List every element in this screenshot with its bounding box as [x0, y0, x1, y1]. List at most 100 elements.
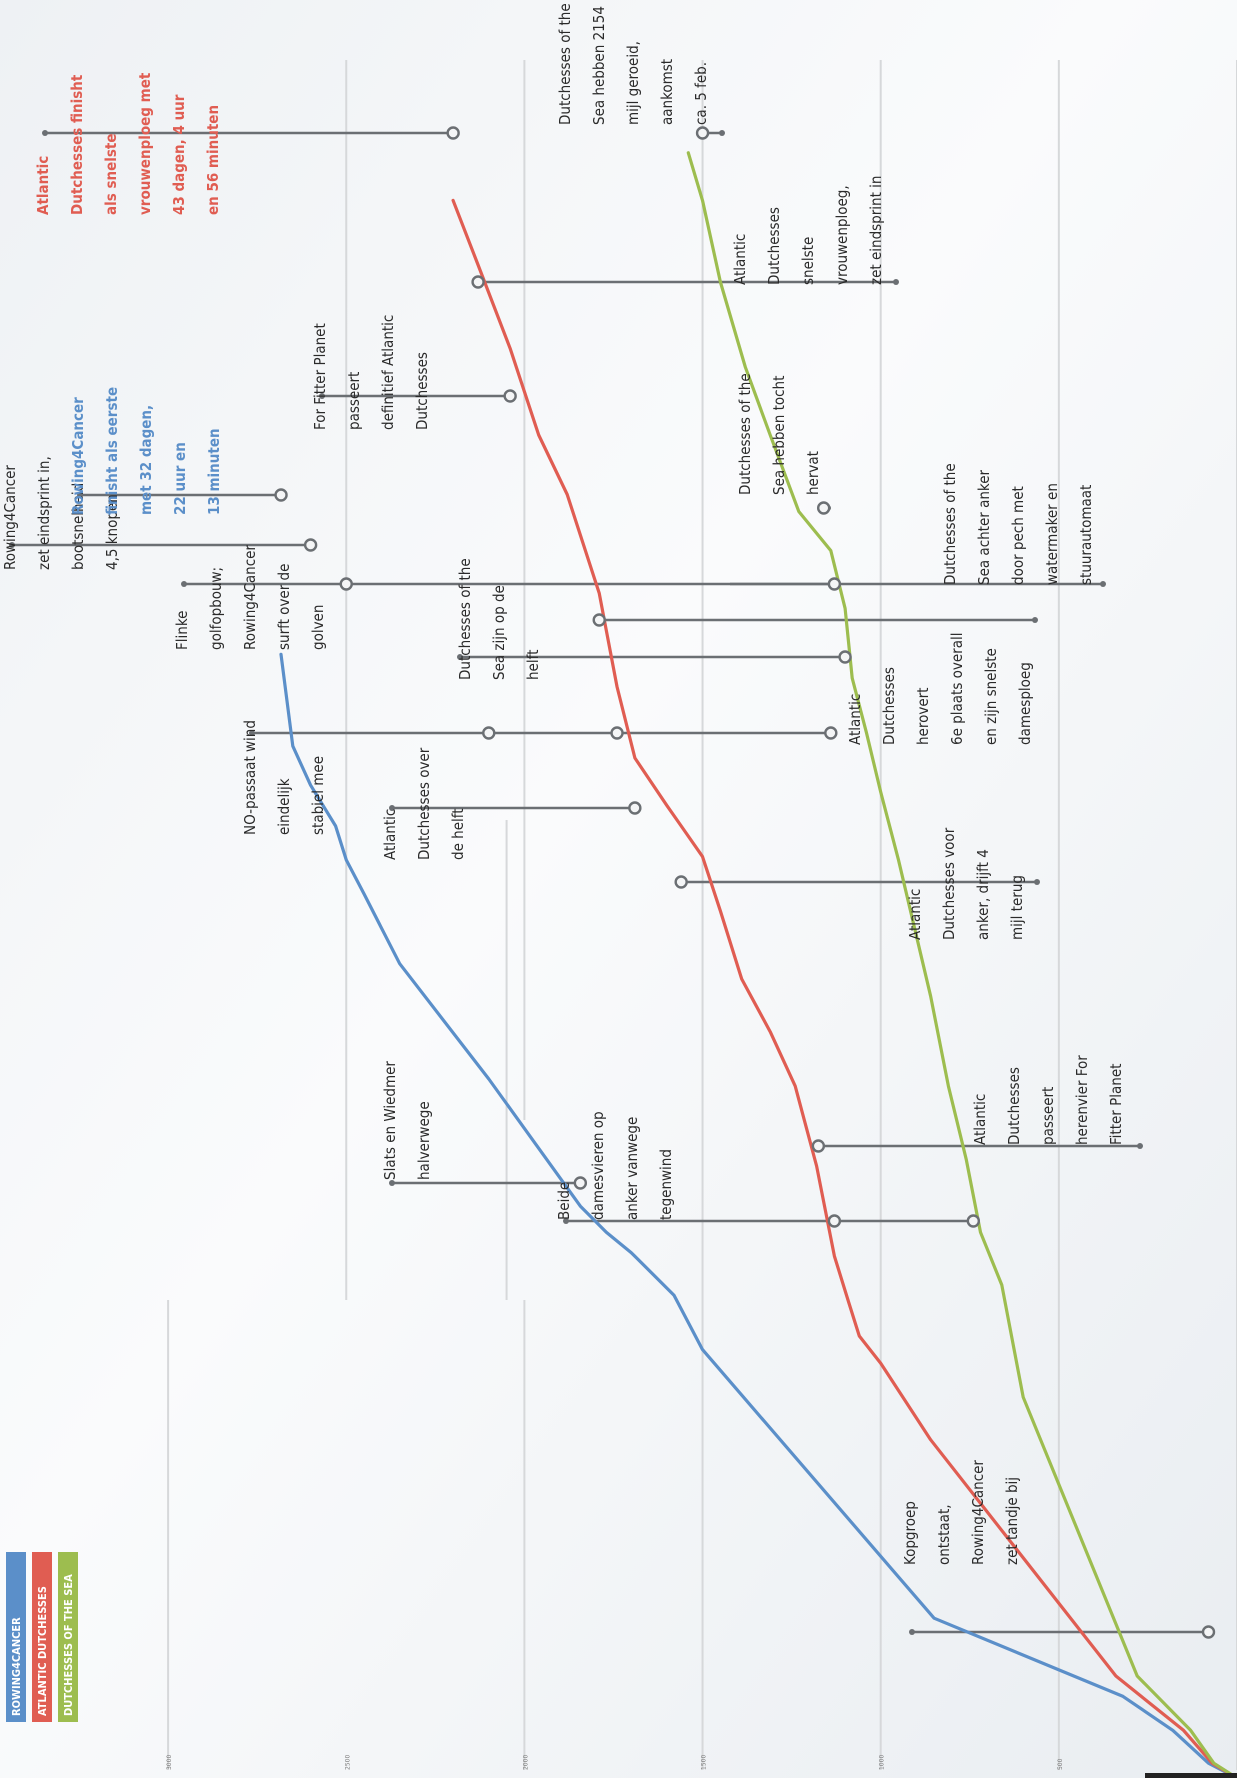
annotation-line: 6e plaats overall [948, 633, 966, 746]
annotation-line: passeert [1039, 1087, 1057, 1145]
annotation-line: anker vanwege [623, 1117, 641, 1220]
annotation-line: Sea hebben 2154 [590, 6, 608, 125]
annotation-herovert: Atlantic Dutchesses herovert 6e plaats over… [846, 633, 1034, 746]
annotation-line: Dutchesses [413, 352, 431, 430]
annotation-line: damesvieren op [589, 1111, 607, 1220]
annotation-dots-2154: Dutchesses of the Sea hebben 2154 mijl ger… [556, 3, 710, 125]
event-marker [573, 1176, 588, 1190]
annotation-line: Atlantic [906, 889, 924, 940]
leader-end-dot [77, 492, 83, 498]
leader-end-dot [909, 1629, 915, 1635]
annotation-line: definitief Atlantic [379, 315, 397, 430]
annotation-line: Atlantic [731, 234, 749, 285]
annotation-line: Dutchesses [880, 667, 898, 745]
annotation-line: Rowing4Cancer [969, 1460, 987, 1565]
event-marker [966, 1214, 981, 1228]
event-marker [674, 875, 688, 889]
annotation-line: golfopbouw; [207, 567, 225, 650]
event-marker [811, 1139, 826, 1153]
annotation-line: zet eindsprint in [867, 176, 885, 285]
tick-label: 500 [1057, 1758, 1064, 1770]
annotation-line: vrouwenploeg, [833, 185, 851, 285]
annotation-kopgroep: Kopgroep ontstaat, Rowing4Cancer zet tandje… [901, 1460, 1021, 1565]
annotation-line: Fitter Planet [1107, 1064, 1125, 1145]
annotation-line: damesploeg [1016, 662, 1034, 745]
event-marker [610, 726, 624, 740]
annotation-line: herenvier For [1073, 1055, 1091, 1145]
legend-label: DUTCHESSES OF THE SEA [62, 1574, 75, 1716]
annotation-line: Dutchesses finisht [68, 74, 86, 215]
event-markers [274, 126, 1216, 1639]
annotation-line: ca. 5 feb. [692, 62, 710, 125]
annotation-line: zet eindsprint in, [35, 456, 53, 570]
annotation-achter-anker: Dutchesses of the Sea achter anker door pe… [941, 463, 1095, 585]
gridlines [167, 60, 1237, 1770]
annotation-beide: Beide damesvieren op anker vanwege tegenwin… [555, 1111, 675, 1220]
annotation-line: stuurautomaat [1077, 485, 1095, 585]
annotation-line: For Fitter Planet [311, 323, 329, 430]
annotation-line: Dutchesses of the [556, 3, 574, 125]
event-marker [1201, 1625, 1216, 1639]
annotation-line: halverwege [415, 1101, 433, 1180]
annotation-line: zet tandje bij [1003, 1477, 1021, 1565]
annotation-line: Sea hebben tocht [770, 376, 788, 495]
event-marker [827, 577, 842, 591]
event-marker [471, 275, 485, 289]
series-line-atlantic-dutchesses [451, 198, 1237, 1778]
annotation-line: en 56 minuten [204, 105, 222, 215]
event-marker [824, 726, 838, 740]
series-line-rowing4cancer [279, 652, 1237, 1778]
annotation-line: herovert [914, 688, 932, 745]
tick-label: 2000 [522, 1755, 529, 1770]
annotation-line: de helft [449, 808, 467, 860]
annotation-golfopbouw: Flinke golfopbouw; Rowing4Cancer surft over… [173, 545, 327, 650]
leader-end-dot [249, 730, 255, 736]
annotation-line: mijl geroeid, [624, 41, 642, 125]
annotation-ad-snelste: Atlantic Dutchesses snelste vrouwenploeg, ze… [731, 176, 885, 285]
tick-label: 1000 [879, 1755, 886, 1770]
annotation-line: Dutchesses over [415, 747, 433, 860]
annotation-line: mijl terug [1008, 875, 1026, 940]
annotation-line: ontstaat, [935, 1504, 953, 1565]
annotation-slats: Slats en Wiedmer halverwege [381, 1061, 433, 1180]
annotation-line: als snelste [102, 133, 120, 215]
event-marker [695, 126, 710, 140]
leader-end-dot [181, 581, 187, 587]
event-marker [816, 501, 831, 515]
leader-end-dot [563, 1218, 569, 1224]
annotation-line: hervat [804, 451, 822, 495]
annotation-r4c-finish: Rowing4Cancer finisht als eerste met 32 da… [69, 387, 223, 515]
event-marker [482, 726, 496, 740]
annotation-line: NO-passaat wind [241, 720, 259, 835]
event-marker [628, 801, 642, 815]
event-marker [274, 488, 288, 502]
annotation-line: helft [524, 650, 542, 680]
annotation-ad-helft: Atlantic Dutchesses over de helft [381, 747, 467, 860]
annotation-line: Slats en Wiedmer [381, 1061, 399, 1180]
legend: ROWING4CANCER ATLANTIC DUTCHESSES DUTCHESS… [6, 1552, 1237, 1778]
event-marker [446, 126, 460, 140]
annotation-line: en zijn snelste [982, 648, 1000, 745]
legend-swatch [32, 1552, 52, 1722]
event-marker [339, 577, 353, 591]
annotation-line: anker, drijft 4 [974, 849, 992, 940]
annotation-line: Atlantic [34, 156, 52, 215]
value-axis-ticks: 3000 2500 2000 1500 1000 500 [166, 1755, 1064, 1770]
annotation-voor-anker: Atlantic Dutchesses voor anker, drijft 4 mi… [906, 827, 1026, 940]
leader-end-dot [1137, 1143, 1143, 1149]
leader-end-dot [319, 393, 325, 399]
annotation-line: passeert [345, 372, 363, 430]
leader-end-dot [1034, 879, 1040, 885]
leader-end-dot [719, 130, 725, 136]
annotation-line: Dutchesses of the [941, 463, 959, 585]
annotation-line: Dutchesses [765, 207, 783, 285]
annotation-ffp-passeert: For Fitter Planet passeert definitief Atla… [311, 315, 431, 430]
event-marker [838, 650, 852, 664]
annotation-hervat: Dutchesses of the Sea hebben tocht hervat [736, 373, 822, 495]
legend-swatch [58, 1552, 78, 1722]
annotation-no-passaat: NO-passaat wind eindelijk stabiel mee [241, 720, 327, 835]
annotation-line: Kopgroep [901, 1501, 919, 1565]
corner-bar [1145, 1773, 1237, 1778]
